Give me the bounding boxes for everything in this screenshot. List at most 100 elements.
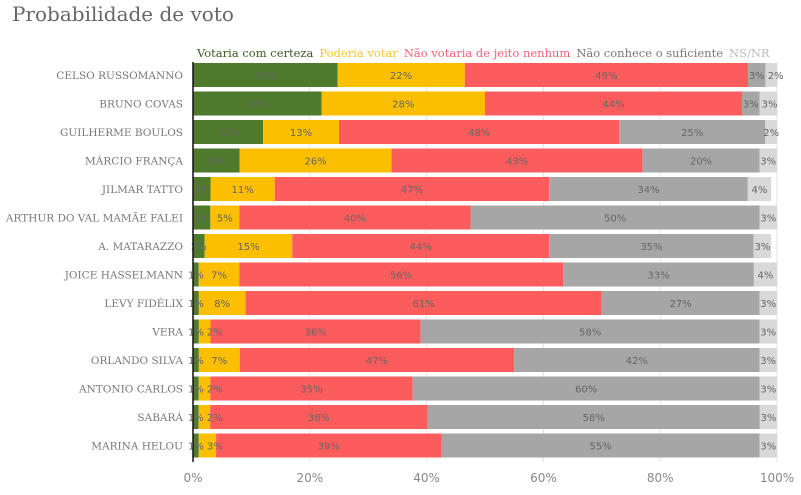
- category-label: JOICE HASSELMANN: [64, 270, 183, 282]
- data-label: 3%: [760, 385, 776, 396]
- bar-segment: [759, 348, 777, 372]
- bar-segment: [765, 120, 777, 144]
- data-label: 44%: [410, 242, 432, 253]
- bar-segment: [193, 348, 199, 372]
- data-label: 58%: [579, 328, 601, 339]
- data-label: 35%: [300, 385, 322, 396]
- data-label: 2%: [207, 328, 223, 339]
- data-label: 35%: [640, 242, 662, 253]
- bar-segment: [193, 262, 199, 287]
- data-label: 3%: [749, 71, 765, 82]
- bar-segment: [741, 91, 760, 116]
- bar-segment: [198, 376, 211, 401]
- x-tick-label: 40%: [413, 471, 440, 485]
- data-label: 3%: [760, 157, 776, 168]
- data-label: 4%: [752, 185, 768, 196]
- bar-segment: [412, 376, 760, 401]
- data-label: 2%: [207, 385, 223, 396]
- data-label: 7%: [211, 356, 227, 367]
- bar-segment: [642, 148, 760, 173]
- x-tick-label: 20%: [296, 471, 323, 485]
- bar-segment: [464, 63, 749, 87]
- data-label: 3%: [760, 299, 776, 310]
- bar-segment: [198, 291, 246, 315]
- data-label: 3%: [743, 100, 759, 111]
- bar-segment: [193, 177, 211, 201]
- x-tick-label: 80%: [647, 471, 674, 485]
- bar-segment: [759, 433, 777, 458]
- data-label: 47%: [401, 185, 423, 196]
- data-label: 20%: [690, 157, 712, 168]
- data-label: 40%: [344, 214, 366, 225]
- data-label: 36%: [305, 328, 327, 339]
- data-label: 33%: [647, 271, 669, 282]
- data-label: 11%: [232, 185, 254, 196]
- bar-segment: [239, 262, 564, 287]
- data-label: 3%: [194, 214, 210, 225]
- bar-segment: [198, 348, 240, 372]
- data-label: 60%: [575, 385, 597, 396]
- data-label: 13%: [290, 128, 312, 139]
- bar-segment: [420, 319, 760, 344]
- category-label: JILMAR TATTO: [101, 184, 184, 196]
- bar-segment: [601, 291, 760, 315]
- bar-segment: [427, 405, 760, 429]
- bar-segment: [193, 433, 199, 458]
- category-label: ORLANDO SILVA: [91, 355, 184, 367]
- category-label: ANTONIO CARLOS: [78, 384, 183, 396]
- data-label: 3%: [194, 185, 210, 196]
- bar-segment: [193, 205, 211, 230]
- data-label: 2%: [763, 128, 779, 139]
- bar-segment: [193, 120, 264, 144]
- category-label: SABARÁ: [137, 410, 183, 424]
- bar-segment: [239, 205, 471, 230]
- bar-segment: [748, 63, 766, 87]
- bar-segment: [441, 433, 760, 458]
- data-label: 2%: [191, 242, 207, 253]
- data-label: 22%: [390, 71, 412, 82]
- category-label: VERA: [151, 327, 183, 339]
- bar-segment: [210, 319, 421, 344]
- bar-segment: [747, 177, 772, 201]
- data-label: 2%: [207, 413, 223, 424]
- data-label: 3%: [760, 413, 776, 424]
- legend-item: Votaria com certeza: [196, 46, 313, 60]
- data-label: 1%: [188, 328, 204, 339]
- bar-segment: [321, 91, 485, 116]
- bar-segment: [759, 291, 777, 315]
- bar-segment: [274, 177, 550, 201]
- bar-segment: [210, 405, 428, 429]
- data-label: 42%: [626, 356, 648, 367]
- bar-segment: [759, 376, 777, 401]
- data-label: 26%: [305, 157, 327, 168]
- bar-segment: [563, 262, 754, 287]
- bar-segment: [619, 120, 766, 144]
- legend-item: NS/NR: [729, 46, 770, 60]
- data-label: 48%: [468, 128, 490, 139]
- data-label: 3%: [762, 100, 778, 111]
- bar-segment: [759, 91, 777, 116]
- bar-segment: [210, 376, 413, 401]
- data-label: 3%: [754, 242, 770, 253]
- chart-title: Probabilidade de voto: [12, 2, 234, 26]
- bar-segment: [759, 205, 777, 230]
- bar-segment: [210, 177, 275, 201]
- data-label: 3%: [760, 328, 776, 339]
- bar-segment: [339, 120, 620, 144]
- data-label: 7%: [211, 271, 227, 282]
- legend-item: Não votaria de jeito nenhum: [404, 46, 571, 60]
- category-label: MARINA HELOU: [91, 441, 183, 453]
- bar-segment: [193, 405, 199, 429]
- bar-segment: [337, 63, 465, 87]
- data-label: 38%: [308, 413, 330, 424]
- data-label: 12%: [217, 128, 239, 139]
- data-label: 4%: [757, 271, 773, 282]
- data-label: 27%: [670, 299, 692, 310]
- bar-segment: [193, 148, 240, 173]
- legend-item: Poderia votar: [319, 46, 398, 60]
- category-label: ARTHUR DO VAL MAMÃE FALEI: [5, 211, 183, 225]
- category-label: GUILHERME BOULOS: [60, 127, 183, 139]
- data-label: 49%: [595, 71, 617, 82]
- data-label: 28%: [392, 100, 414, 111]
